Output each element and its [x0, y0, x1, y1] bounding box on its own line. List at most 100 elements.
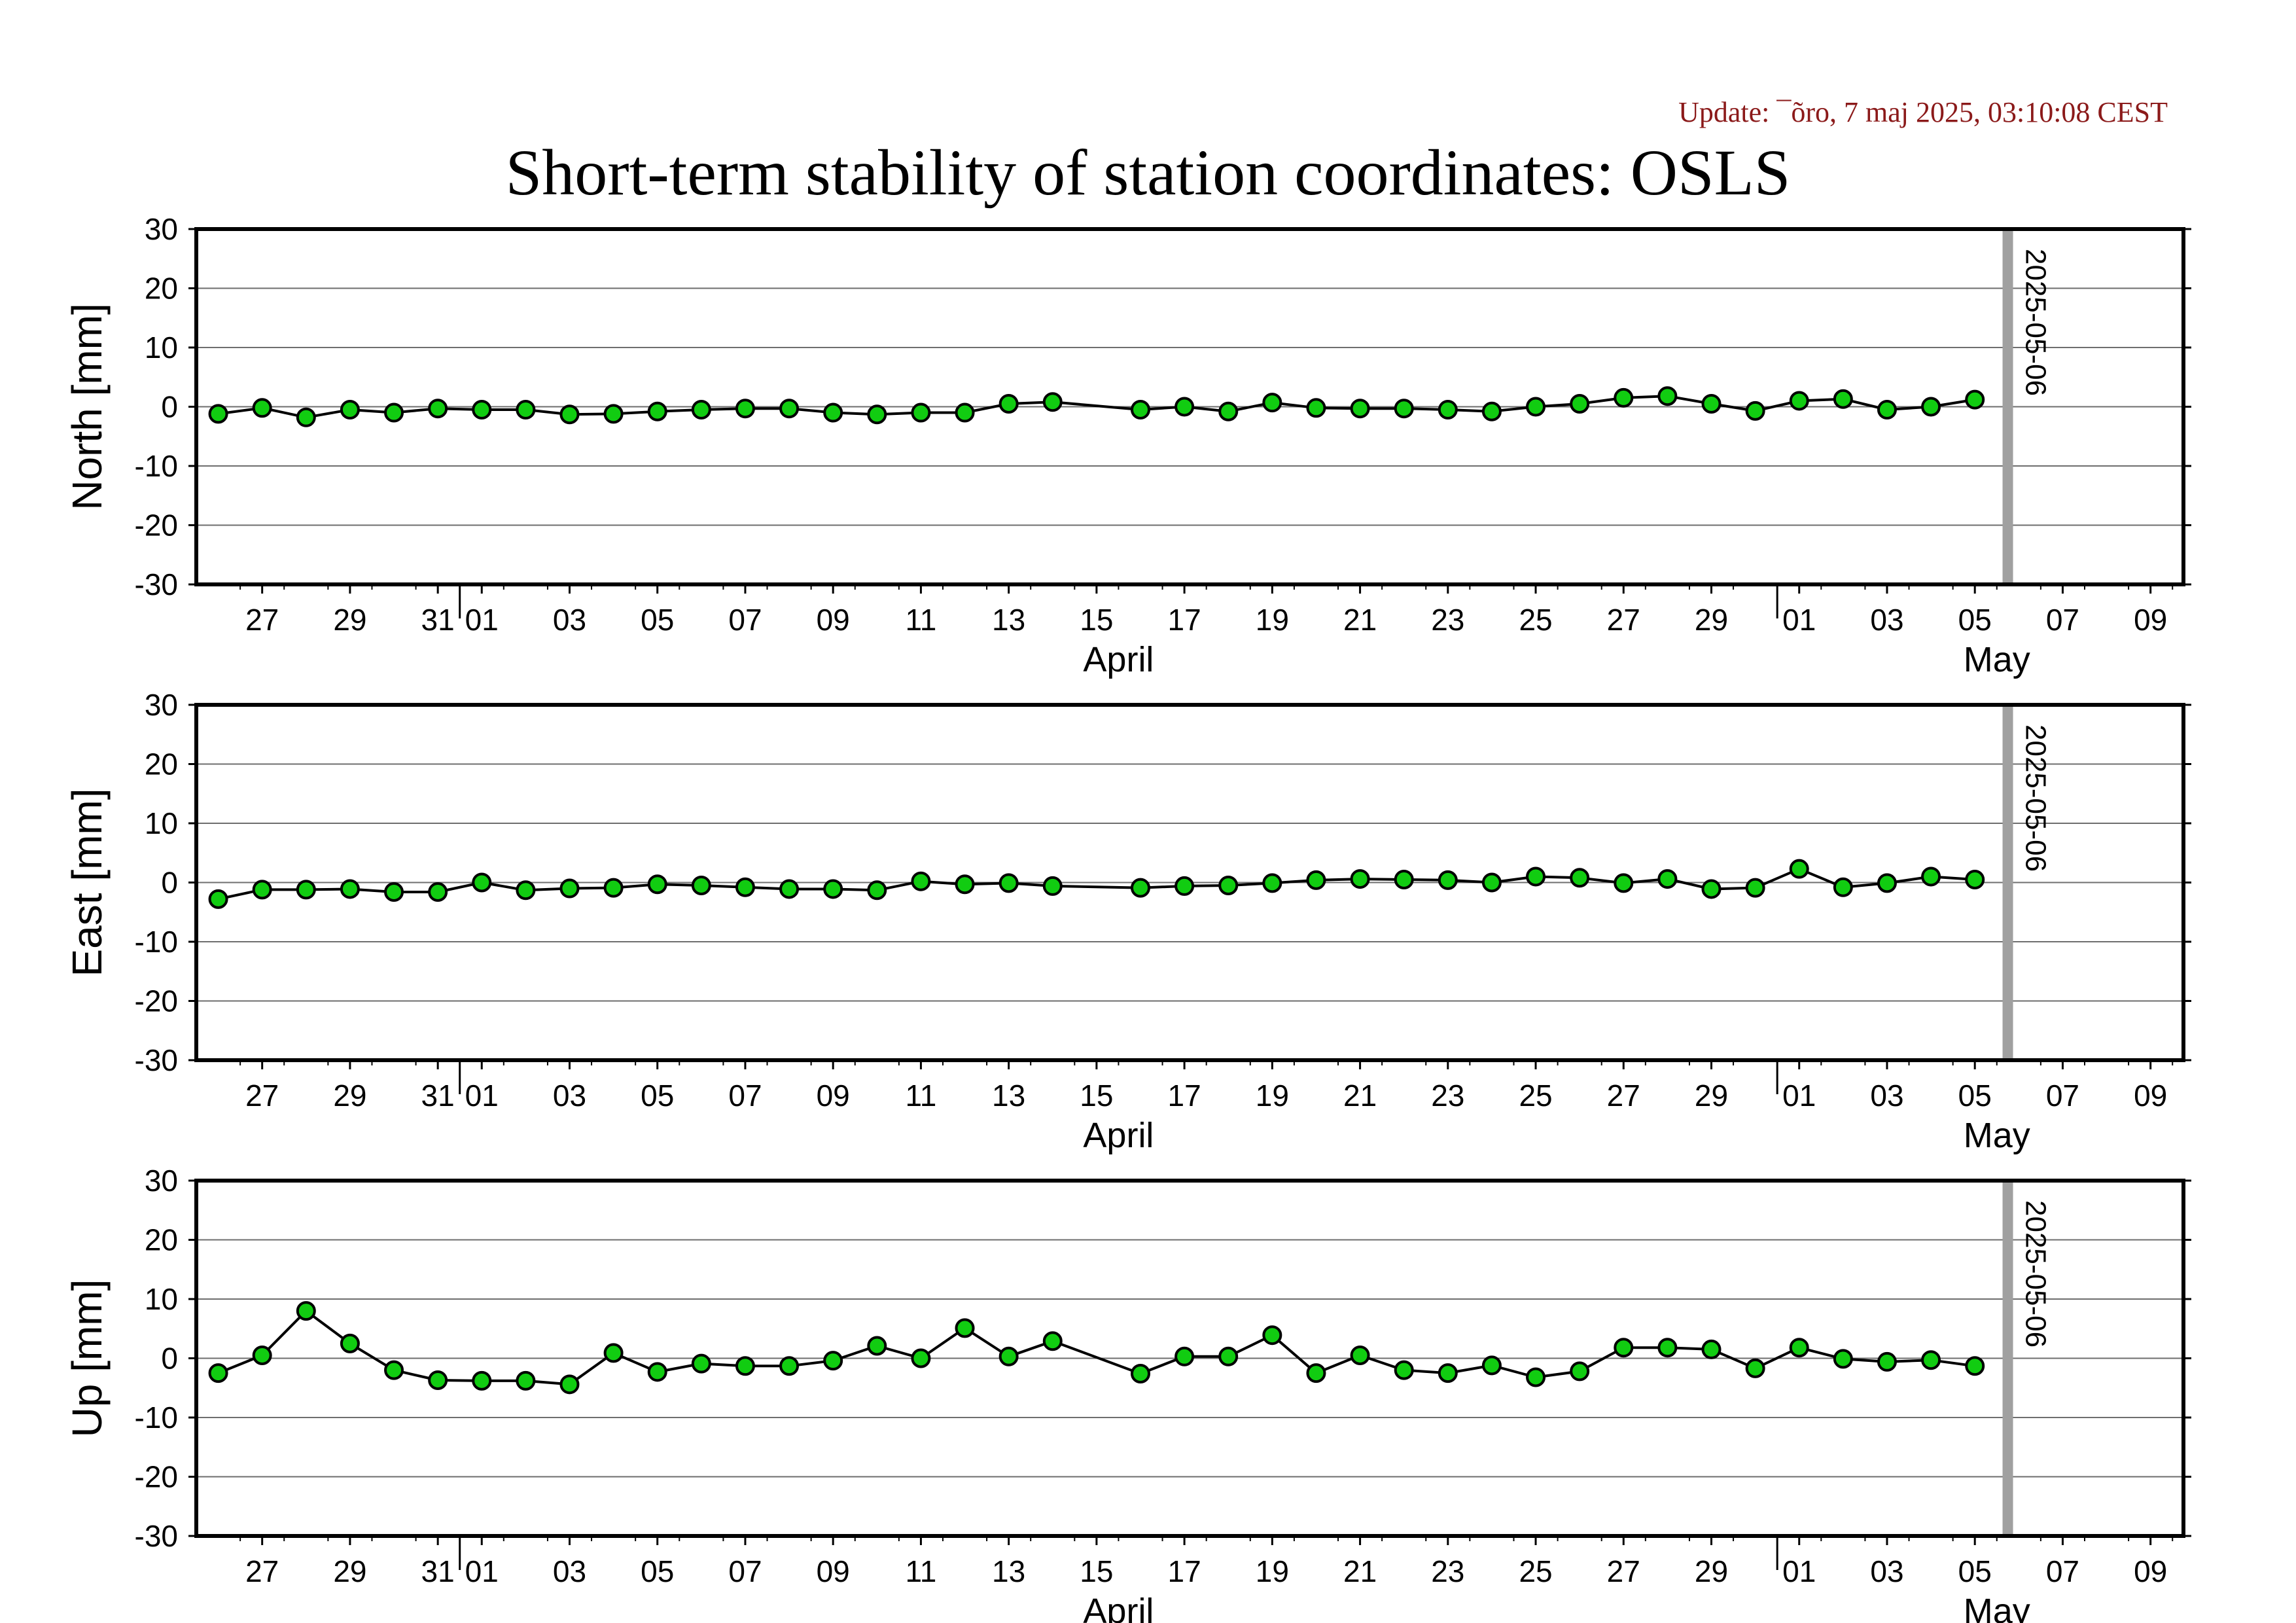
- x-tick-label: 19: [1256, 1079, 1289, 1113]
- x-tick-label: 05: [1958, 1554, 1992, 1588]
- month-label: April: [1083, 640, 1154, 679]
- x-tick-label: 09: [2134, 603, 2167, 637]
- data-point: [384, 1360, 404, 1380]
- x-tick-label: 29: [333, 1554, 366, 1588]
- data-point: [998, 873, 1019, 893]
- data-point: [691, 400, 711, 420]
- data-point: [428, 1370, 448, 1390]
- data-point: [1130, 1364, 1150, 1384]
- data-point: [823, 402, 843, 423]
- data-point: [1833, 389, 1853, 409]
- x-tick-label: 07: [2046, 1554, 2079, 1588]
- data-point: [1965, 1356, 1985, 1376]
- data-point: [1350, 1345, 1370, 1365]
- data-point: [1394, 869, 1414, 889]
- data-point: [296, 1301, 316, 1321]
- data-point: [823, 879, 843, 899]
- data-point: [252, 398, 272, 418]
- y-axis-label: East [mm]: [63, 788, 111, 976]
- data-point: [1481, 1355, 1502, 1376]
- data-point: [1877, 873, 1897, 893]
- data-point: [384, 882, 404, 902]
- x-tick-label: 17: [1168, 603, 1201, 637]
- x-tick-label: 29: [333, 1079, 366, 1113]
- y-tick-label: -20: [135, 1460, 178, 1494]
- data-point: [867, 404, 887, 425]
- series-line: [217, 1310, 1975, 1386]
- data-point: [1306, 1363, 1326, 1383]
- x-tick-label: 01: [1782, 1079, 1816, 1113]
- data-point: [647, 401, 667, 421]
- x-tick-label: 07: [728, 1554, 762, 1588]
- data-point: [1394, 399, 1414, 419]
- data-point: [1789, 859, 1809, 879]
- x-tick-label: 21: [1343, 603, 1377, 637]
- y-tick-label: 0: [161, 866, 178, 900]
- x-tick-label: 21: [1343, 1554, 1377, 1588]
- data-point: [1570, 1361, 1590, 1382]
- data-point: [1350, 399, 1370, 419]
- data-point: [735, 877, 755, 897]
- x-tick-label: 05: [641, 603, 674, 637]
- data-point: [1262, 1325, 1282, 1346]
- panel-east: 2025-05-06 30 20 10 0 -10 -20 -30 East [mm] 27 29 3…: [63, 688, 2191, 1155]
- x-tick-label: 27: [245, 1079, 279, 1113]
- x-tick-label: 25: [1519, 603, 1552, 637]
- x-tick-label: 11: [906, 1079, 937, 1113]
- data-point: [340, 879, 360, 899]
- data-point: [1745, 1358, 1765, 1378]
- data-point: [1130, 400, 1150, 420]
- x-tick-label: 01: [465, 603, 499, 637]
- data-point: [559, 878, 580, 899]
- data-point: [296, 880, 316, 900]
- today-marker-label: 2025-05-06: [2020, 249, 2052, 396]
- x-tick-label: 09: [817, 603, 850, 637]
- x-tick-label: 13: [992, 603, 1025, 637]
- data-point: [1262, 393, 1282, 413]
- data-point: [1042, 876, 1063, 896]
- x-tick-label: 05: [1958, 603, 1992, 637]
- data-point: [516, 1370, 536, 1391]
- data-point: [384, 402, 404, 423]
- data-point: [1657, 869, 1678, 889]
- x-tick-label: 21: [1343, 1079, 1377, 1113]
- data-point: [603, 1343, 624, 1363]
- update-timestamp: Update: ¯õro, 7 maj 2025, 03:10:08 CEST: [1678, 96, 2168, 128]
- data-point: [1218, 876, 1239, 896]
- data-point: [1438, 400, 1458, 420]
- x-tick-label: 03: [553, 1079, 586, 1113]
- x-tick-label: 09: [2134, 1079, 2167, 1113]
- data-point: [1833, 877, 1853, 897]
- data-point: [1701, 879, 1722, 899]
- data-point: [1350, 869, 1370, 889]
- y-tick-label: -20: [135, 984, 178, 1018]
- x-tick-label: 05: [1958, 1079, 1992, 1113]
- data-point: [1174, 1346, 1195, 1366]
- x-tick-label: 03: [1870, 1079, 1903, 1113]
- data-point: [603, 404, 624, 424]
- data-point: [911, 402, 931, 423]
- x-tick-label: 05: [641, 1554, 674, 1588]
- data-point: [1218, 401, 1239, 421]
- data-point: [647, 1362, 667, 1382]
- y-tick-label: -20: [135, 508, 178, 543]
- x-tick-label: 09: [817, 1554, 850, 1588]
- data-point: [823, 1351, 843, 1371]
- x-tick-label: 09: [2134, 1554, 2167, 1588]
- y-tick-label: 10: [145, 806, 178, 840]
- data-point: [516, 880, 536, 901]
- y-tick-label: -30: [135, 567, 178, 601]
- x-tick-label: 17: [1168, 1079, 1201, 1113]
- data-point: [911, 1348, 931, 1368]
- data-point: [296, 407, 316, 427]
- today-marker-bar: [2002, 229, 2013, 584]
- month-label: May: [1964, 640, 2030, 679]
- x-tick-label: 27: [1607, 1554, 1640, 1588]
- data-point: [208, 1363, 228, 1383]
- data-point: [691, 876, 711, 896]
- data-point: [998, 393, 1019, 414]
- y-tick-label: -30: [135, 1519, 178, 1553]
- data-point: [955, 1318, 975, 1338]
- x-tick-label: 23: [1431, 603, 1464, 637]
- data-point: [1570, 868, 1590, 888]
